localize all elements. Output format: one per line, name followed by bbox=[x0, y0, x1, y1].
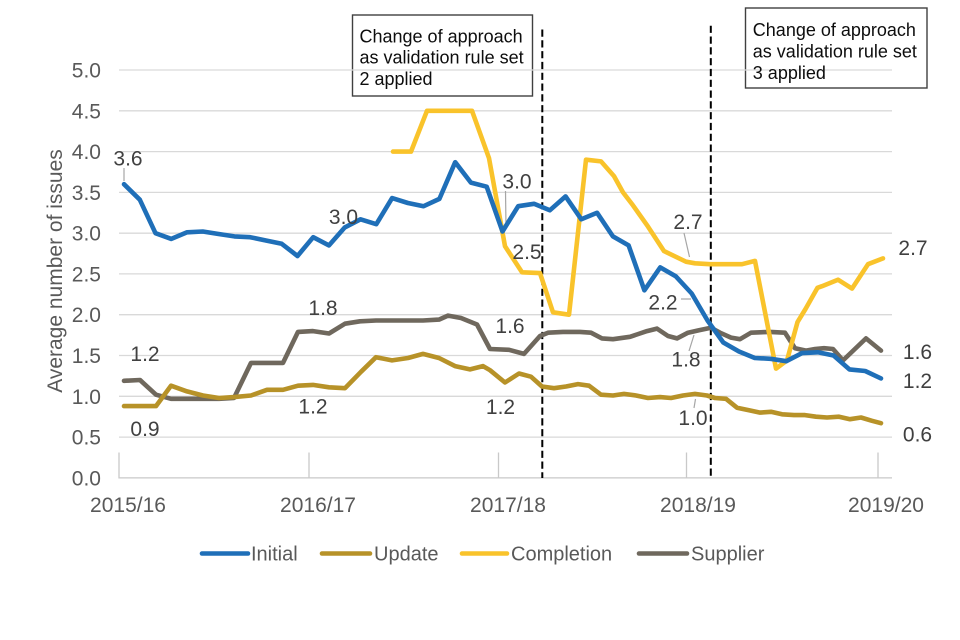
svg-text:2017/18: 2017/18 bbox=[470, 494, 546, 517]
svg-text:4.5: 4.5 bbox=[72, 100, 101, 123]
svg-text:2 applied: 2 applied bbox=[360, 69, 433, 89]
svg-text:2.5: 2.5 bbox=[72, 263, 101, 286]
svg-text:3 applied: 3 applied bbox=[753, 63, 826, 83]
svg-text:Completion: Completion bbox=[511, 544, 612, 566]
svg-text:0.5: 0.5 bbox=[72, 427, 101, 450]
svg-text:2019/20: 2019/20 bbox=[848, 494, 924, 517]
svg-text:Change of approach: Change of approach bbox=[360, 26, 523, 46]
svg-text:2.7: 2.7 bbox=[898, 237, 927, 260]
svg-text:0.9: 0.9 bbox=[130, 418, 159, 441]
svg-text:Initial: Initial bbox=[251, 544, 298, 566]
svg-text:3.0: 3.0 bbox=[72, 223, 101, 246]
svg-text:1.6: 1.6 bbox=[903, 341, 932, 364]
svg-text:1.8: 1.8 bbox=[671, 349, 700, 372]
svg-text:2016/17: 2016/17 bbox=[280, 494, 356, 517]
svg-text:4.0: 4.0 bbox=[72, 141, 101, 164]
svg-text:Change of approach: Change of approach bbox=[753, 20, 916, 40]
svg-text:2.5: 2.5 bbox=[512, 241, 541, 264]
svg-text:Average number of issues: Average number of issues bbox=[44, 149, 67, 393]
svg-text:1.8: 1.8 bbox=[308, 297, 337, 320]
svg-text:1.5: 1.5 bbox=[72, 345, 101, 368]
svg-text:3.0: 3.0 bbox=[329, 206, 358, 229]
svg-text:3.5: 3.5 bbox=[72, 182, 101, 205]
svg-text:Supplier: Supplier bbox=[691, 544, 765, 566]
svg-text:1.0: 1.0 bbox=[72, 386, 101, 409]
svg-text:1.2: 1.2 bbox=[130, 343, 159, 366]
svg-text:0.6: 0.6 bbox=[903, 424, 932, 447]
svg-text:2018/19: 2018/19 bbox=[660, 494, 736, 517]
svg-text:0.0: 0.0 bbox=[72, 467, 101, 490]
svg-text:1.2: 1.2 bbox=[298, 396, 327, 419]
svg-text:as validation rule set: as validation rule set bbox=[753, 41, 917, 61]
svg-text:as validation rule set: as validation rule set bbox=[360, 48, 524, 68]
svg-text:1.6: 1.6 bbox=[495, 315, 524, 338]
svg-text:1.2: 1.2 bbox=[903, 370, 932, 393]
svg-text:2015/16: 2015/16 bbox=[90, 494, 166, 517]
svg-text:3.0: 3.0 bbox=[502, 171, 531, 194]
svg-text:3.6: 3.6 bbox=[113, 148, 142, 171]
svg-text:2.2: 2.2 bbox=[648, 292, 677, 315]
svg-text:Update: Update bbox=[374, 544, 439, 566]
svg-text:2.0: 2.0 bbox=[72, 304, 101, 327]
svg-text:5.0: 5.0 bbox=[72, 60, 101, 83]
svg-text:1.2: 1.2 bbox=[486, 396, 515, 419]
svg-text:1.0: 1.0 bbox=[678, 407, 707, 430]
svg-text:2.7: 2.7 bbox=[673, 211, 702, 234]
